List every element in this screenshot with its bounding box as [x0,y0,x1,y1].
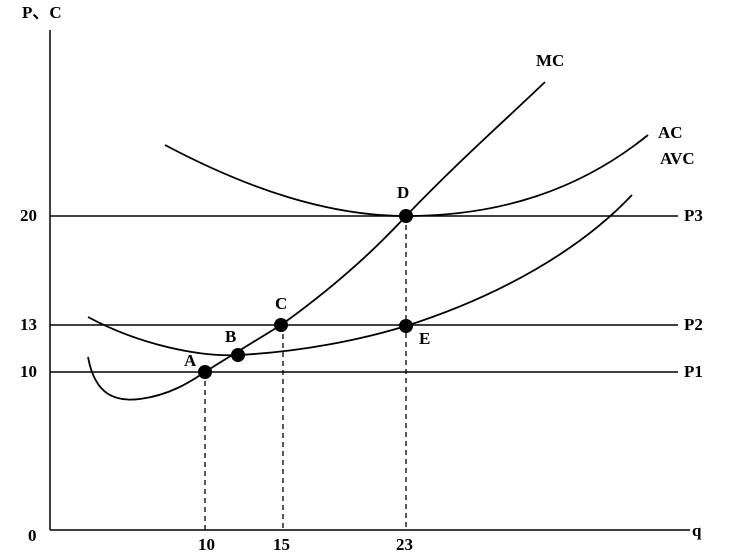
point [399,209,413,223]
point-label: D [397,183,409,202]
mc-curve [87,81,546,401]
x-axis-label: q [692,521,702,540]
x-tick-label: 10 [198,535,215,554]
point [198,365,212,379]
y-tick-label: 10 [20,362,37,381]
origin-label: 0 [28,526,37,545]
y-tick-label: 20 [20,206,37,225]
avc-curve [87,194,633,357]
curve-label: AVC [660,149,695,168]
ac-curve [164,134,649,217]
point [231,348,245,362]
price-line-label: P1 [684,362,703,381]
x-tick-label: 15 [273,535,290,554]
point [399,319,413,333]
price-line-label: P3 [684,206,703,225]
curve-label: MC [536,51,564,70]
point [274,318,288,332]
point-label: B [225,327,236,346]
y-tick-label: 13 [20,315,37,334]
point-label: A [184,351,197,370]
x-tick-label: 23 [396,535,413,554]
price-line-label: P2 [684,315,703,334]
point-label: C [275,294,287,313]
curve-label: AC [658,123,683,142]
point-label: E [419,329,430,348]
y-axis-label: P、C [22,3,62,22]
